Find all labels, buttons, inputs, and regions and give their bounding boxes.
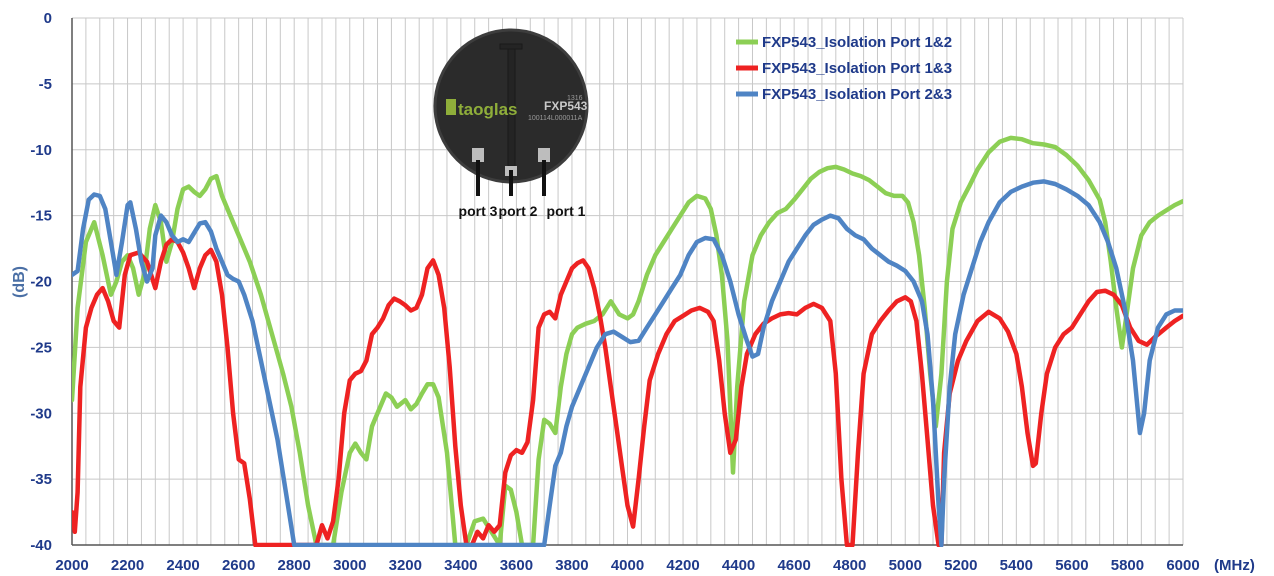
x-tick-label: 2000	[55, 557, 88, 574]
y-tick-label: -25	[30, 339, 52, 356]
serial-code: 100114L000011A	[528, 115, 583, 122]
series-line-3	[72, 179, 1183, 547]
series-lines	[72, 135, 1183, 547]
x-axis-unit: (MHz)	[1214, 557, 1255, 574]
x-tick-label: 3200	[389, 557, 422, 574]
x-tick-label: 4400	[722, 557, 755, 574]
antenna-photo: taoglas FXP543 100114L000011A 1316 port …	[433, 28, 589, 219]
y-tick-label: -5	[39, 76, 52, 93]
legend-label: FXP543_Isolation Port 2&3	[762, 86, 952, 103]
brand-logo: taoglas	[458, 100, 518, 119]
x-tick-label: 5600	[1055, 557, 1088, 574]
x-tick-label: 5200	[944, 557, 977, 574]
legend: FXP543_Isolation Port 1&2 FXP543_Isolatio…	[736, 34, 952, 103]
y-axis-label: (dB)	[11, 266, 28, 298]
x-tick-label: 2600	[222, 557, 255, 574]
y-tick-label: 0	[44, 10, 52, 27]
small-code: 1316	[567, 95, 583, 102]
legend-label: FXP543_Isolation Port 1&3	[762, 60, 952, 77]
port-2-label: port 2	[499, 203, 538, 219]
legend-label: FXP543_Isolation Port 1&2	[762, 34, 952, 51]
y-tick-label: -10	[30, 142, 52, 159]
antenna-trace-top	[499, 43, 523, 50]
connector-pad	[538, 148, 550, 162]
y-tick-label: -40	[30, 537, 52, 554]
x-tick-labels: 2000 2200 2400 2600 2800 3000 3200 3400 3600 3800…	[55, 557, 1199, 574]
x-tick-label: 6000	[1166, 557, 1199, 574]
port-1-label: port 1	[547, 203, 586, 219]
x-tick-label: 3800	[555, 557, 588, 574]
connector-pad	[472, 148, 484, 162]
x-tick-label: 5800	[1111, 557, 1144, 574]
x-tick-label: 5000	[889, 557, 922, 574]
x-tick-label: 2400	[166, 557, 199, 574]
series-line-2	[72, 237, 1183, 547]
x-tick-label: 4200	[666, 557, 699, 574]
x-tick-label: 4000	[611, 557, 644, 574]
y-tick-label: -30	[30, 405, 52, 422]
x-tick-label: 5400	[1000, 557, 1033, 574]
brand-logo-mark	[446, 99, 456, 115]
port-3-label: port 3	[459, 203, 498, 219]
y-tick-label: -15	[30, 208, 52, 225]
series-line-1	[72, 135, 1183, 547]
x-tick-label: 2200	[111, 557, 144, 574]
x-tick-label: 3600	[500, 557, 533, 574]
x-tick-label: 3400	[444, 557, 477, 574]
y-tick-labels: 0 -5 -10 -15 -20 -25 -30 -35 -40	[30, 10, 52, 554]
x-tick-label: 4600	[777, 557, 810, 574]
y-tick-label: -20	[30, 274, 52, 291]
x-tick-label: 4800	[833, 557, 866, 574]
model-text: FXP543	[544, 99, 588, 113]
x-tick-label: 3000	[333, 557, 366, 574]
x-tick-label: 2800	[278, 557, 311, 574]
y-tick-label: -35	[30, 471, 52, 488]
